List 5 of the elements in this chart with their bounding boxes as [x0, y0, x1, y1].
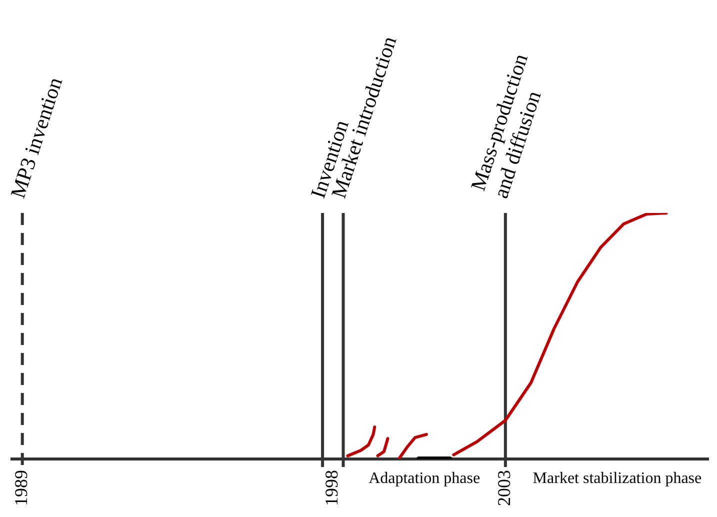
x-tick-label: 1989: [11, 470, 32, 506]
x-tick-label: 1998: [322, 470, 342, 506]
text: Market stabilization phase: [532, 470, 702, 488]
text: Adaptation phase: [368, 470, 480, 488]
x-tick-label: 2003: [494, 470, 514, 506]
